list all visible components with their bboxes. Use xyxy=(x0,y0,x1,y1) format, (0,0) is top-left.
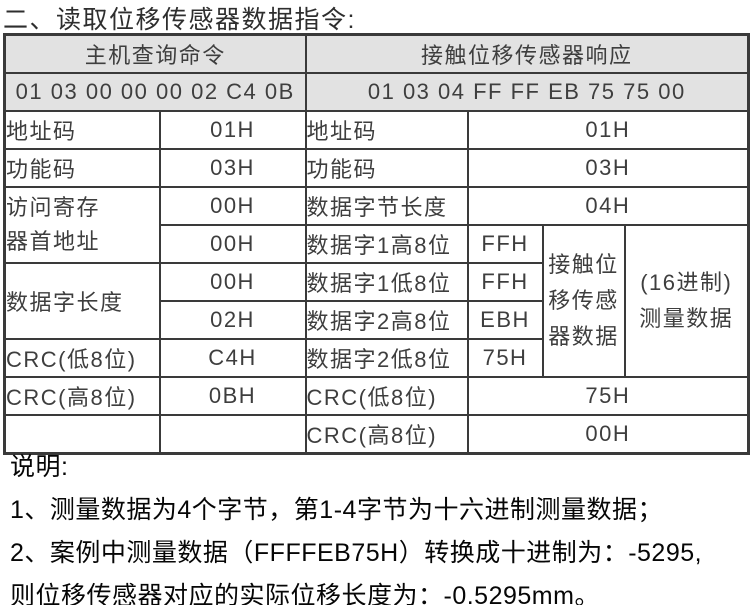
response-value-cell: 75H xyxy=(466,338,544,378)
query-value-cell: 03H xyxy=(158,148,307,188)
notes-section: 说明: 1、测量数据为4个字节，第1-4字节为十六进制测量数据； 2、案例中测量… xyxy=(10,446,702,605)
response-label-cell: 功能码 xyxy=(304,148,469,188)
note-line-3: 则位移传感器对应的实际位移长度为：-0.5295mm。 xyxy=(10,582,600,605)
query-label-cell xyxy=(3,414,161,455)
query-value-cell: C4H xyxy=(158,338,307,378)
query-header-cell: 主机查询命令 xyxy=(3,33,307,74)
page-title: 二、读取位移传感器数据指令: xyxy=(3,6,356,34)
response-label-cell: CRC(低8位) xyxy=(304,376,469,416)
query-value-cell: 01H xyxy=(158,110,307,150)
table-row: CRC(低8位) C4H 数据字2低8位 75H xyxy=(3,338,749,378)
query-hex-cell: 01 03 00 00 00 02 C4 0B xyxy=(3,72,307,112)
sensor-data-group-cell: 接触位 移传感 器数据 xyxy=(541,224,626,378)
table-row: 00H 数据字1高8位 FFH 接触位 移传感 器数据 (16进制) 测量数据 xyxy=(5,224,750,378)
query-value-cell: 00H xyxy=(158,186,307,226)
response-value-cell: 01H xyxy=(466,110,750,150)
response-value-cell: FFH xyxy=(466,262,544,302)
response-label-cell: 数据字节长度 xyxy=(304,186,469,226)
query-label-cell: CRC(低8位) xyxy=(3,338,161,378)
query-label-cell: 访问寄存 器首地址 xyxy=(3,186,161,264)
response-hex-cell: 01 03 04 FF FF EB 75 75 00 xyxy=(304,72,750,112)
response-value-cell: 04H xyxy=(466,186,750,226)
table-row: CRC(高8位) 0BH CRC(低8位) 75H xyxy=(3,376,750,416)
note-line-1: 1、测量数据为4个字节，第1-4字节为十六进制测量数据； xyxy=(10,496,663,524)
response-value-cell: FFH xyxy=(466,224,544,264)
response-value-cell: 75H xyxy=(466,376,750,416)
response-label-cell: 地址码 xyxy=(304,110,469,150)
response-header-cell: 接触位移传感器响应 xyxy=(304,33,750,74)
query-value-cell: 02H xyxy=(158,300,307,340)
query-value-cell: 00H xyxy=(158,224,307,264)
table-row: 地址码 01H 地址码 01H xyxy=(3,110,750,150)
query-label-cell: CRC(高8位) xyxy=(3,376,161,416)
table-row: 功能码 03H 功能码 03H xyxy=(3,148,750,188)
query-value-cell: 0BH xyxy=(158,376,307,416)
table-row: 数据字长度 00H 数据字1低8位 FFH xyxy=(3,262,749,340)
response-value-cell: 03H xyxy=(466,148,750,188)
response-value-cell: EBH xyxy=(466,300,544,340)
query-label-cell: 数据字长度 xyxy=(3,262,161,340)
note-line-2: 2、案例中测量数据（FFFFEB75H）转换成十进制为：-5295, xyxy=(10,539,703,567)
query-label-cell: 功能码 xyxy=(3,148,161,188)
table-row: 访问寄存 器首地址 00H 数据字节长度 04H xyxy=(3,186,750,264)
response-value-cell: 00H xyxy=(466,414,750,455)
notes-heading: 说明: xyxy=(10,453,69,481)
hex-measure-note-cell: (16进制) 测量数据 xyxy=(623,224,750,378)
response-label-cell: CRC(高8位) xyxy=(304,414,469,455)
response-label-cell: 数据字1低8位 xyxy=(304,262,469,302)
response-label-cell: 数据字2高8位 xyxy=(304,300,469,340)
table-row: CRC(高8位) 00H xyxy=(3,414,750,455)
response-label-cell: 数据字2低8位 xyxy=(304,338,469,378)
query-value-cell: 00H xyxy=(158,262,307,302)
query-value-cell xyxy=(158,414,307,455)
modbus-command-table: 主机查询命令 接触位移传感器响应 01 03 00 00 00 02 C4 0B… xyxy=(3,33,750,455)
query-label-cell: 地址码 xyxy=(3,110,161,150)
hex-string-row: 01 03 00 00 00 02 C4 0B 01 03 04 FF FF E… xyxy=(3,72,750,112)
table-row: 02H 数据字2高8位 EBH xyxy=(5,300,749,340)
response-label-cell: 数据字1高8位 xyxy=(304,224,469,264)
table-header-row: 主机查询命令 接触位移传感器响应 xyxy=(3,33,750,74)
